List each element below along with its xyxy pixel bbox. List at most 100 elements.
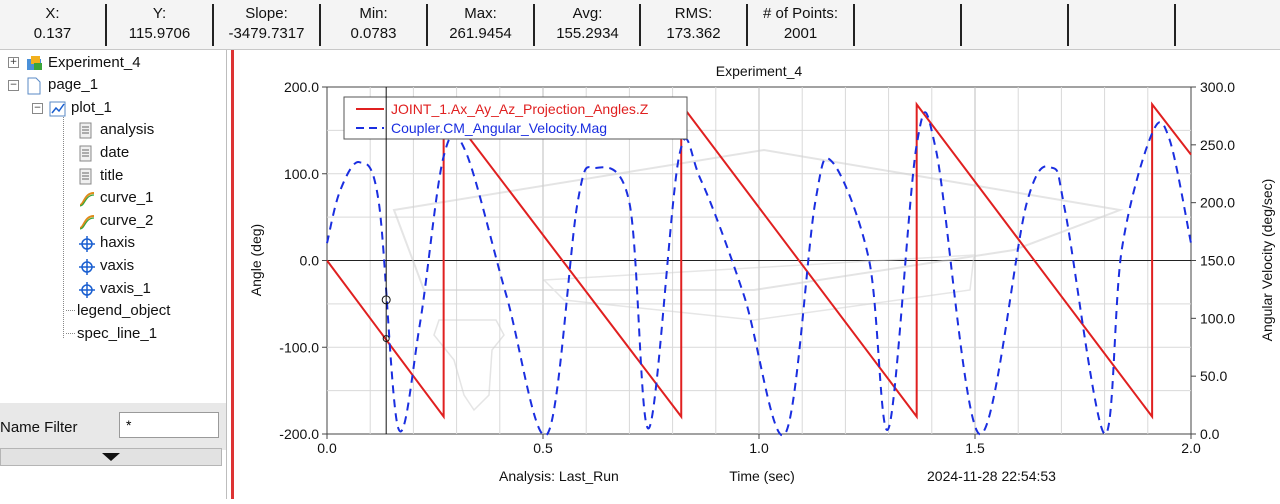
axis-icon bbox=[78, 258, 98, 275]
triangle-down-icon bbox=[102, 453, 120, 461]
stat-label: Min: bbox=[359, 5, 388, 22]
tree-item-curve-2[interactable]: curve_2 bbox=[78, 210, 153, 230]
tree-connector bbox=[66, 310, 75, 312]
tree-item-vaxis[interactable]: vaxis bbox=[78, 255, 134, 275]
tree-item-label: curve_2 bbox=[100, 211, 154, 229]
legend-object[interactable]: JOINT_1.Ax_Ay_Az_Projection_Angles.Z Cou… bbox=[343, 96, 688, 140]
legend-label-curve-2: Coupler.CM_Angular_Velocity.Mag bbox=[391, 120, 607, 136]
stat-label: X: bbox=[45, 5, 60, 22]
name-filter-input[interactable] bbox=[119, 412, 219, 438]
plot-area[interactable]: 0.0 0.5 1.0 1.5 2.0 200.0 100.0 0.0 -100.0 -200.0… bbox=[234, 50, 1280, 499]
curve-icon bbox=[78, 213, 98, 230]
y2-axis-label: Angular Velocity (deg/sec) bbox=[1259, 179, 1275, 342]
stat-separator bbox=[1067, 4, 1069, 46]
tree-item-label: page_1 bbox=[48, 76, 99, 94]
y-tick-label: 200.0 bbox=[284, 79, 319, 95]
panel-splitter[interactable] bbox=[231, 50, 234, 499]
y-tick-label: 0.0 bbox=[300, 253, 320, 269]
tree-item-page-1[interactable]: page_1 bbox=[26, 75, 98, 95]
y-tick-label: 100.0 bbox=[284, 166, 319, 182]
tree-item-curve-1[interactable]: curve_1 bbox=[78, 188, 153, 208]
y2-tick-label: 200.0 bbox=[1200, 195, 1235, 211]
y2-tick-label: 50.0 bbox=[1200, 368, 1227, 384]
curve-2[interactable] bbox=[326, 111, 1192, 437]
tree-item-experiment-4[interactable]: Experiment_4 bbox=[26, 52, 141, 72]
axis-icon bbox=[78, 235, 98, 253]
stat-cell: Avg: 155.2934 bbox=[535, 4, 640, 46]
plot-chart[interactable]: 0.0 0.5 1.0 1.5 2.0 200.0 100.0 0.0 -100.0 -200.0… bbox=[234, 50, 1280, 499]
expand-icon[interactable]: + bbox=[8, 57, 19, 68]
stat-cell: Y: 115.9706 bbox=[107, 4, 212, 46]
curve-1[interactable] bbox=[326, 101, 1192, 420]
stat-separator bbox=[426, 4, 428, 46]
stat-separator bbox=[212, 4, 214, 46]
plot-icon bbox=[49, 100, 69, 117]
stat-label: Max: bbox=[464, 5, 497, 22]
tree-item-label: title bbox=[100, 166, 124, 184]
collapse-button[interactable] bbox=[0, 448, 222, 466]
stat-separator bbox=[533, 4, 535, 46]
name-filter-label: Name Filter bbox=[0, 419, 78, 436]
stat-cell: RMS: 173.362 bbox=[641, 4, 746, 46]
stat-cell: X: 0.137 bbox=[0, 4, 105, 46]
date-label: 2024-11-28 22:54:53 bbox=[927, 468, 1056, 484]
stat-cell: Max: 261.9454 bbox=[428, 4, 533, 46]
stat-value: 173.362 bbox=[666, 25, 721, 42]
tree-item-spec-line-1[interactable]: spec_line_1 bbox=[66, 323, 157, 343]
stat-value: 0.137 bbox=[33, 25, 72, 42]
collapse-icon[interactable]: − bbox=[8, 80, 19, 91]
tree-item-title[interactable]: title bbox=[78, 165, 123, 185]
stat-separator bbox=[1174, 4, 1176, 46]
tree-item-date[interactable]: date bbox=[78, 142, 129, 162]
tree-item-label: vaxis_1 bbox=[100, 279, 151, 297]
text-doc-icon bbox=[78, 168, 98, 184]
ghost-coupler-shape bbox=[392, 148, 1124, 291]
y-axis-label: Angle (deg) bbox=[248, 224, 264, 296]
stat-label: RMS: bbox=[674, 5, 713, 22]
stat-label: Slope: bbox=[245, 5, 288, 22]
stat-separator bbox=[960, 4, 962, 46]
y-tick-label: -200.0 bbox=[279, 426, 319, 442]
stat-cell: Slope: -3479.7317 bbox=[214, 4, 319, 46]
tree-item-legend-object[interactable]: legend_object bbox=[66, 301, 170, 321]
tree-item-vaxis-1[interactable]: vaxis_1 bbox=[78, 278, 151, 298]
stat-label: Y: bbox=[152, 5, 167, 22]
y2-tick-label: 300.0 bbox=[1200, 79, 1235, 95]
tree-item-label: vaxis bbox=[100, 256, 135, 274]
tree-guide-line bbox=[63, 110, 64, 338]
y2-tick-label: 250.0 bbox=[1200, 137, 1235, 153]
x-tick-label: 2.0 bbox=[1181, 440, 1201, 456]
stat-separator bbox=[639, 4, 641, 46]
tree-item-label: date bbox=[100, 143, 130, 161]
y2-tick-label: 100.0 bbox=[1200, 310, 1235, 326]
stat-cell: Min: 0.0783 bbox=[321, 4, 426, 46]
stat-value: 155.2934 bbox=[556, 25, 619, 42]
axis-icon bbox=[78, 281, 98, 298]
stat-separator bbox=[853, 4, 855, 46]
tree-item-plot-1[interactable]: plot_1 bbox=[49, 97, 112, 117]
x-axis-label: Time (sec) bbox=[729, 468, 795, 484]
x-tick-label: 0.5 bbox=[533, 440, 553, 456]
stat-value: 0.0783 bbox=[350, 25, 397, 42]
tree-item-analysis[interactable]: analysis bbox=[78, 120, 154, 140]
curve-icon bbox=[78, 190, 98, 207]
legend-box bbox=[343, 96, 688, 140]
analysis-label: Analysis: Last_Run bbox=[499, 468, 619, 484]
stat-label: Avg: bbox=[572, 5, 603, 22]
stat-label: # of Points: bbox=[762, 5, 839, 22]
stat-value: 261.9454 bbox=[449, 25, 512, 42]
tree-item-label: curve_1 bbox=[100, 189, 154, 207]
tree-item-label: legend_object bbox=[77, 302, 171, 320]
collapse-icon[interactable]: − bbox=[32, 103, 43, 114]
x-tick-label: 1.5 bbox=[965, 440, 985, 456]
stat-separator bbox=[746, 4, 748, 46]
stat-separator bbox=[105, 4, 107, 46]
text-doc-icon bbox=[78, 122, 98, 139]
tree-item-haxis[interactable]: haxis bbox=[78, 233, 135, 253]
tree-item-label: haxis bbox=[100, 234, 136, 252]
y-tick-label: -100.0 bbox=[279, 339, 319, 355]
x-tick-label: 0.0 bbox=[317, 440, 337, 456]
cursor-marker bbox=[382, 335, 390, 343]
tree-item-label: analysis bbox=[100, 121, 155, 139]
statistics-bar: X: 0.137 Y: 115.9706 Slope: -3479.7317 Min: 0.0… bbox=[0, 0, 1280, 50]
